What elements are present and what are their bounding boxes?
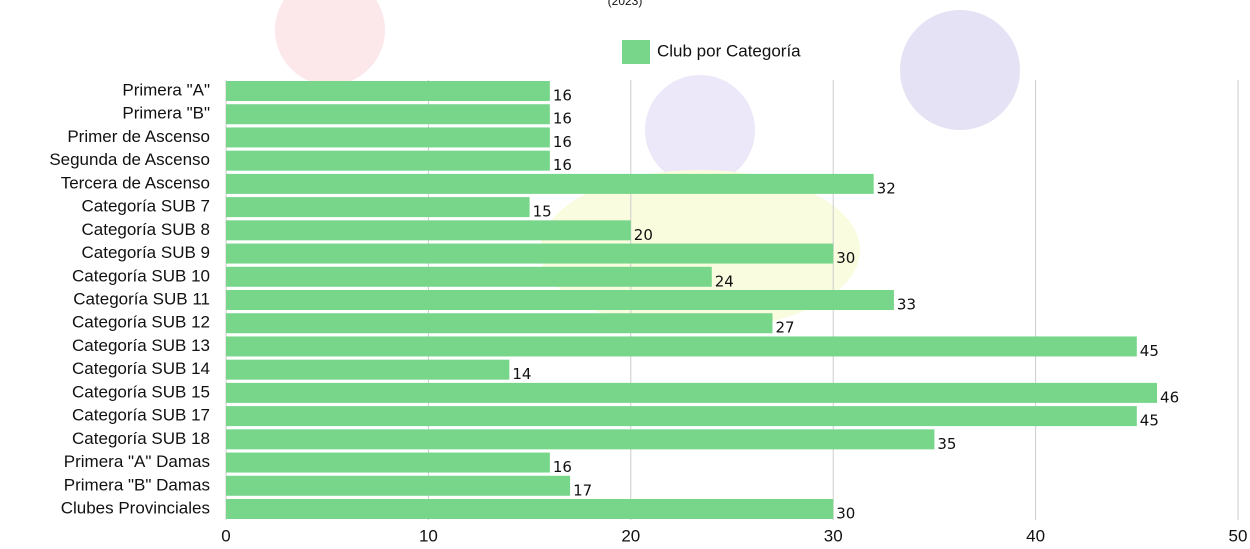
y-tick-label: Categoría SUB 11 [73, 289, 210, 308]
bar [226, 104, 550, 124]
chart: (2023) 0 10 20 30 40 50 Club por Categoría Prim… [0, 0, 1250, 549]
legend-swatch [622, 40, 650, 64]
value-label: 15 [533, 203, 552, 221]
x-tick-label: 30 [824, 526, 843, 545]
y-tick-label: Primera "A" [122, 80, 210, 99]
bar [226, 406, 1137, 426]
bar [226, 429, 934, 449]
value-label: 35 [937, 435, 956, 453]
bar [226, 220, 631, 240]
x-tick-label: 40 [1026, 526, 1045, 545]
legend-label: Club por Categoría [657, 41, 801, 60]
y-tick-label: Categoría SUB 10 [72, 266, 210, 285]
value-label: 16 [553, 133, 572, 151]
value-label: 24 [715, 272, 734, 290]
y-tick-label: Categoría SUB 15 [72, 382, 210, 401]
y-tick-label: Tercera de Ascenso [61, 173, 210, 192]
x-tick-label: 10 [419, 526, 438, 545]
bar [226, 383, 1157, 403]
value-label: 33 [897, 296, 916, 314]
x-tick-label: 50 [1229, 526, 1248, 545]
x-tick-label: 20 [621, 526, 640, 545]
value-label: 45 [1140, 412, 1159, 430]
bar [226, 174, 874, 194]
y-tick-label: Primera "B" [122, 104, 210, 123]
y-tick-label: Categoría SUB 7 [81, 197, 210, 216]
chart-subtitle: (2023) [608, 0, 643, 8]
bar [226, 360, 509, 380]
y-tick-label: Categoría SUB 14 [72, 359, 210, 378]
value-label: 27 [775, 319, 794, 337]
y-tick-label: Segunda de Ascenso [49, 150, 210, 169]
y-tick-label: Categoría SUB 13 [72, 336, 210, 355]
y-tick-label: Categoría SUB 12 [72, 313, 210, 332]
y-tick-label: Categoría SUB 9 [81, 243, 210, 262]
bar [226, 313, 772, 333]
bar [226, 197, 530, 217]
value-label: 46 [1160, 388, 1179, 406]
bar [226, 453, 550, 473]
y-tick-label: Primera "B" Damas [64, 475, 210, 494]
value-label: 45 [1140, 342, 1159, 360]
bar [226, 499, 833, 519]
x-tick-label: 0 [221, 526, 230, 545]
value-label: 16 [553, 110, 572, 128]
value-label: 30 [836, 505, 855, 523]
y-tick-label: Categoría SUB 18 [72, 429, 210, 448]
bar [226, 151, 550, 171]
value-label: 20 [634, 226, 653, 244]
bar [226, 127, 550, 147]
y-tick-label: Categoría SUB 17 [72, 406, 210, 425]
bar [226, 290, 894, 310]
value-label: 14 [512, 365, 531, 383]
y-tick-label: Primera "A" Damas [64, 452, 210, 471]
value-label: 16 [553, 458, 572, 476]
value-label: 16 [553, 156, 572, 174]
bar [226, 267, 712, 287]
value-label: 32 [877, 179, 896, 197]
bar [226, 81, 550, 101]
value-label: 30 [836, 249, 855, 267]
bar [226, 336, 1137, 356]
bar [226, 476, 570, 496]
value-label: 17 [573, 481, 592, 499]
y-tick-label: Clubes Provinciales [61, 498, 210, 517]
value-label: 16 [553, 87, 572, 105]
bar [226, 244, 833, 264]
y-tick-label: Primer de Ascenso [67, 127, 210, 146]
y-tick-label: Categoría SUB 8 [81, 220, 210, 239]
